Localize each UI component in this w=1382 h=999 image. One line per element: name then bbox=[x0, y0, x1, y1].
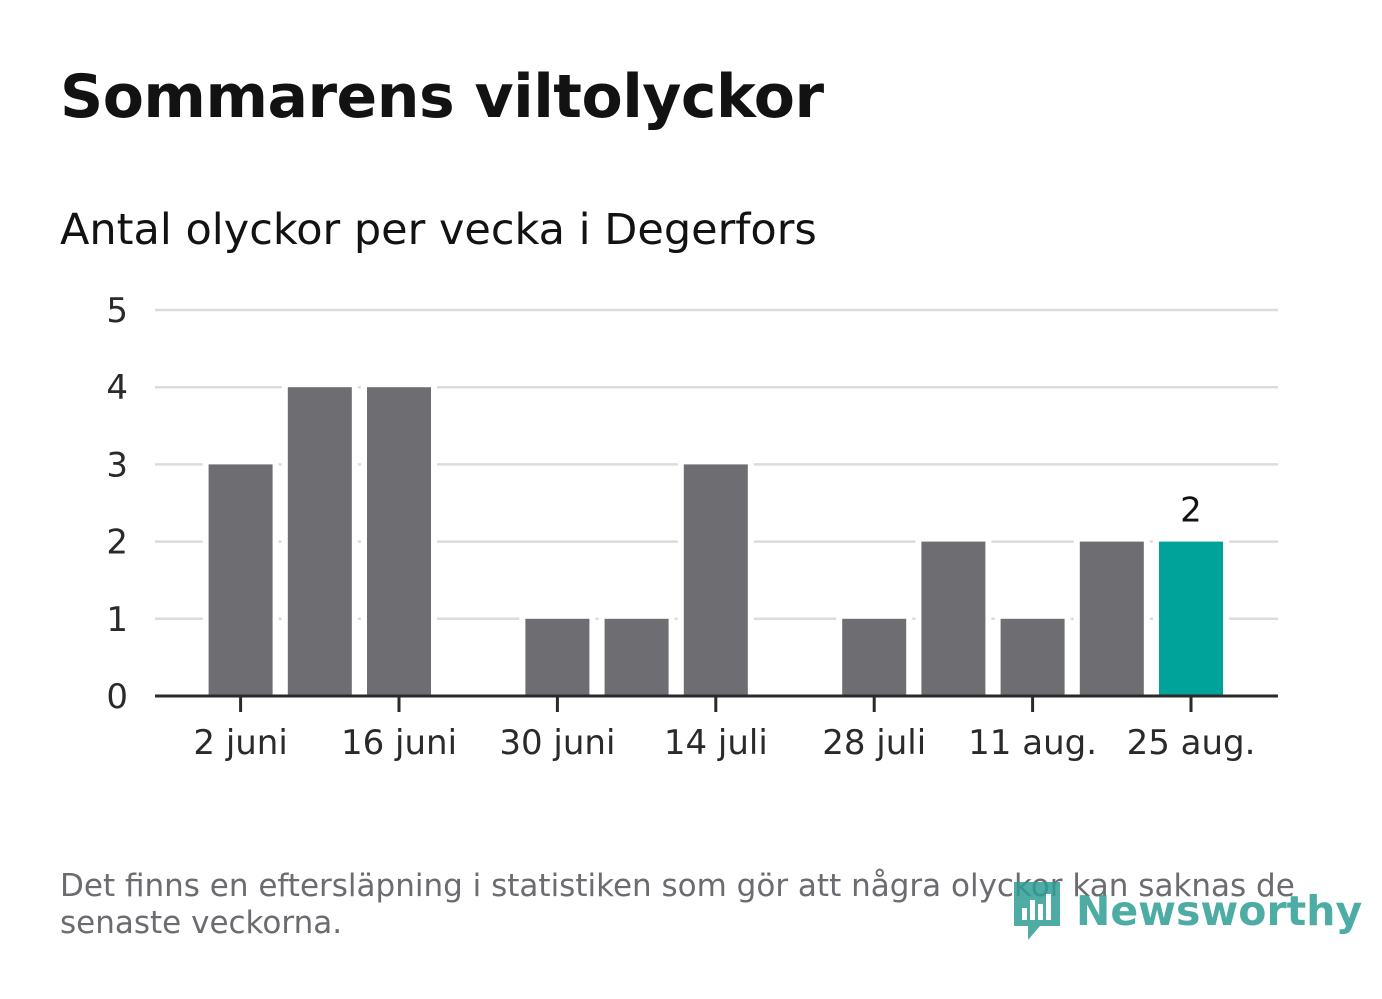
bar bbox=[1159, 541, 1223, 696]
newsworthy-logo: Newsworthy bbox=[1010, 876, 1362, 946]
x-tick-label: 30 juni bbox=[499, 723, 615, 763]
bar bbox=[367, 387, 431, 696]
x-tick-label: 14 juli bbox=[664, 723, 768, 763]
x-tick-label: 2 juni bbox=[193, 723, 287, 763]
bar bbox=[683, 464, 748, 696]
x-tick-label: 25 aug. bbox=[1127, 723, 1256, 763]
bar bbox=[842, 618, 907, 696]
bar bbox=[287, 387, 352, 696]
bar bbox=[921, 541, 986, 696]
y-tick-label: 5 bbox=[106, 291, 128, 331]
data-label: 2 bbox=[1180, 491, 1202, 531]
labels: 0 1 2 3 4 5 2 juni 16 juni 30 juni 14 juli 28 juli… bbox=[106, 291, 1255, 763]
bars bbox=[202, 385, 1229, 696]
chart-title: Sommarens viltolyckor bbox=[60, 62, 824, 132]
x-tick-label: 16 juni bbox=[341, 723, 457, 763]
bar bbox=[1000, 618, 1065, 696]
footnote: Det finns en eftersläpning i statistiken… bbox=[60, 868, 1295, 941]
y-tick-label: 3 bbox=[106, 445, 128, 485]
y-tick-label: 4 bbox=[106, 368, 128, 408]
y-tick-label: 1 bbox=[106, 600, 128, 640]
y-tick-label: 2 bbox=[106, 523, 128, 563]
bar bbox=[1079, 541, 1144, 696]
bar bbox=[604, 618, 669, 696]
bar bbox=[525, 618, 590, 696]
newsworthy-chart-bubble-icon bbox=[1014, 882, 1060, 940]
y-tick-label: 0 bbox=[106, 677, 128, 717]
x-tick-label: 28 juli bbox=[822, 723, 926, 763]
chart-subtitle: Antal olyckor per vecka i Degerfors bbox=[60, 205, 817, 255]
x-axis bbox=[155, 694, 1278, 712]
x-tick-label: 11 aug. bbox=[968, 723, 1097, 763]
logo-text: Newsworthy bbox=[1076, 887, 1363, 935]
bar bbox=[208, 464, 273, 696]
